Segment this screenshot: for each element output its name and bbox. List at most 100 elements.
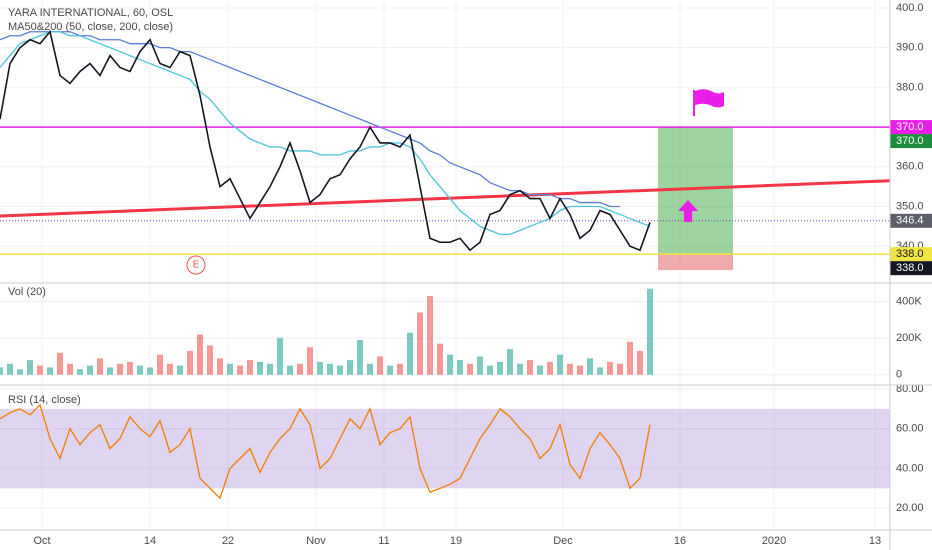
volume-bar (417, 312, 423, 375)
price-label: 346.4 (896, 215, 924, 227)
volume-bar (187, 350, 193, 375)
volume-bar (487, 365, 493, 375)
y-tick-label: 60.00 (896, 423, 924, 435)
volume-bar (47, 367, 53, 375)
volume-bar (517, 363, 523, 375)
volume-bar (617, 363, 623, 375)
y-tick-label: 350.0 (896, 200, 924, 212)
price-label-box (890, 120, 932, 135)
x-tick-label: 19 (450, 535, 462, 547)
volume-bar (377, 356, 383, 375)
volume-bar (497, 361, 503, 375)
rsi-band (0, 408, 890, 489)
volume-bar (477, 356, 483, 375)
price-label: 370.0 (896, 135, 924, 147)
x-tick-label: 13 (869, 535, 881, 547)
volume-bar (447, 354, 453, 375)
price-label: 338.0 (896, 248, 924, 260)
indicator-label: MA50&200 (50, close, 200, close) (8, 21, 173, 33)
volume-bar (357, 339, 363, 375)
y-tick-label: 380.0 (896, 81, 924, 93)
x-tick-label: 14 (144, 535, 156, 547)
volume-bar (297, 363, 303, 375)
volume-bar (547, 361, 553, 375)
volume-bar (407, 332, 413, 375)
price-label-box (890, 261, 932, 276)
volume-bar (177, 365, 183, 375)
volume-bar (507, 349, 513, 375)
y-tick-label: 20.00 (896, 502, 924, 514)
arrow-icon (678, 200, 698, 222)
volume-bar (117, 363, 123, 375)
volume-bar (267, 363, 273, 375)
volume-bar (287, 365, 293, 375)
y-tick-label: 390.0 (896, 42, 924, 54)
volume-bar (647, 288, 653, 375)
volume-bar (147, 367, 153, 375)
y-tick-label: 400.0 (896, 2, 924, 14)
volume-bar (567, 363, 573, 375)
volume-bar (557, 354, 563, 375)
volume-bar (527, 360, 533, 375)
price-label-box (890, 247, 932, 262)
x-tick-label: Dec (553, 535, 573, 547)
flag-icon (695, 89, 724, 108)
volume-bar (247, 360, 253, 375)
price-label-box (890, 213, 932, 228)
volume-bar (87, 365, 93, 375)
earnings-marker-label: E (193, 260, 200, 271)
position-loss (658, 254, 733, 271)
x-tick-label: 16 (674, 535, 686, 547)
x-tick-label: 2020 (762, 535, 786, 547)
volume-bar (57, 352, 63, 375)
rsi-label: RSI (14, close) (8, 394, 81, 406)
x-tick-label: Nov (306, 535, 326, 547)
series-line (0, 31, 620, 208)
volume-bar (17, 369, 23, 375)
x-tick-label: Oct (33, 535, 50, 547)
price-label: 338.0 (896, 262, 924, 274)
y-tick-label: 200K (896, 332, 922, 344)
volume-bar (67, 363, 73, 375)
y-tick-label: 80.00 (896, 383, 924, 395)
volume-bar (127, 361, 133, 375)
volume-bar (0, 367, 3, 375)
price-label: 370.0 (896, 121, 924, 133)
volume-bar (227, 363, 233, 375)
volume-bar (467, 363, 473, 375)
volume-bar (387, 365, 393, 375)
volume-bar (457, 360, 463, 375)
volume-bar (627, 341, 633, 375)
volume-bar (7, 363, 13, 375)
volume-bar (597, 367, 603, 375)
series-line (0, 403, 651, 500)
volume-bar (337, 365, 343, 375)
volume-bar (307, 347, 313, 375)
price-label-box (890, 134, 932, 149)
y-tick-label: 40.00 (896, 462, 924, 474)
x-tick-label: 22 (222, 535, 234, 547)
earnings-marker (186, 255, 206, 275)
volume-bar (607, 361, 613, 375)
y-tick-label: 400K (896, 295, 922, 307)
volume-bar (197, 334, 203, 375)
volume-label: Vol (20) (8, 286, 46, 298)
y-tick-label: 360.0 (896, 161, 924, 173)
volume-bar (367, 363, 373, 375)
volume-bar (157, 354, 163, 375)
volume-bar (587, 358, 593, 375)
volume-bar (257, 361, 263, 375)
volume-bar (347, 360, 353, 375)
volume-bar (537, 365, 543, 375)
volume-bar (37, 365, 43, 375)
volume-bar (237, 365, 243, 375)
volume-bar (327, 363, 333, 375)
series-line (0, 30, 651, 252)
volume-bar (167, 363, 173, 375)
volume-bar (637, 350, 643, 375)
volume-bar (107, 367, 113, 375)
volume-bar (97, 358, 103, 375)
volume-bar (577, 365, 583, 375)
